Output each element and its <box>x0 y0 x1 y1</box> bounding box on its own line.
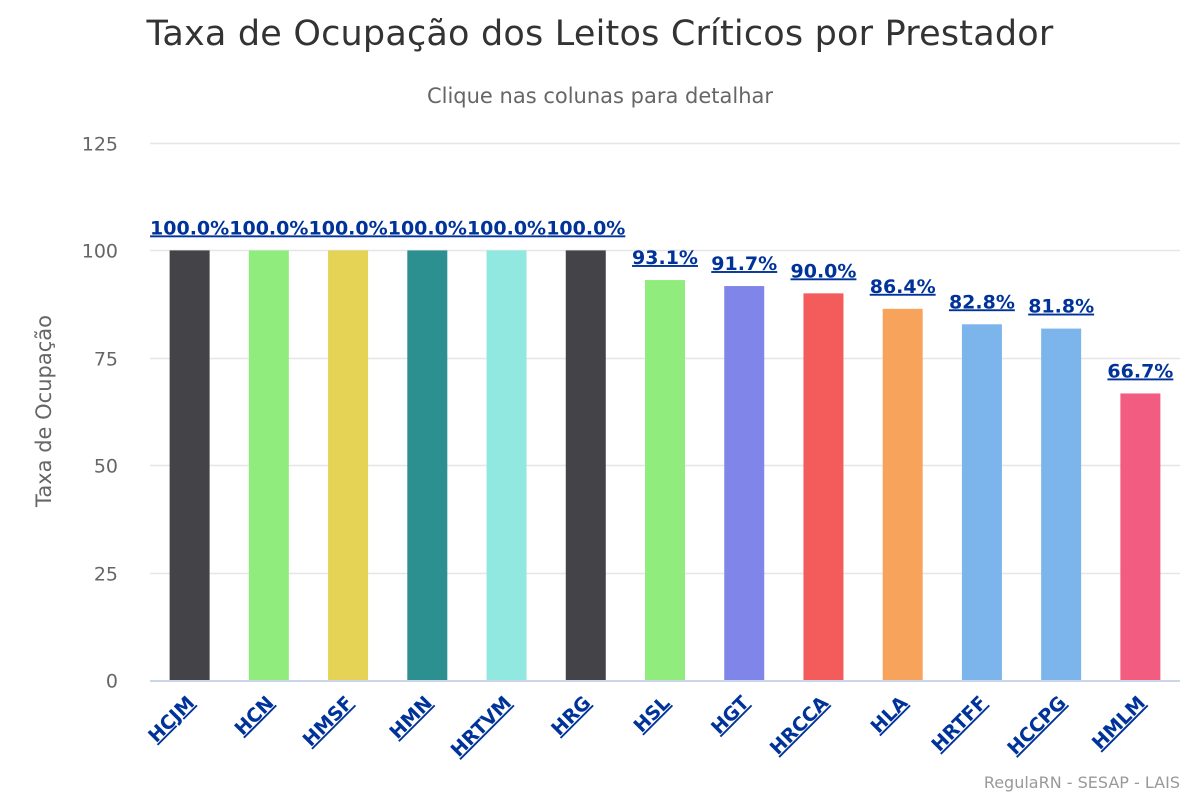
bar-hla[interactable] <box>882 308 923 680</box>
bar-hrg[interactable] <box>565 250 606 680</box>
x-tick-label-hcjm[interactable]: HCJM <box>144 692 199 747</box>
chart-subtitle: Clique nas colunas para detalhar <box>426 84 774 108</box>
x-tick-label-hmn[interactable]: HMN <box>385 692 436 743</box>
x-axis: HCJM HCN HMSF HMN HRTVM HRG HSL HGT HRCCA HLA HRTF… <box>144 680 1180 761</box>
bar-hcjm[interactable] <box>169 250 210 680</box>
data-label[interactable]: 100.0% <box>150 217 229 239</box>
bar-hmn[interactable] <box>407 250 448 680</box>
x-tick-label-hrcca[interactable]: HRCCA <box>766 692 833 759</box>
data-label[interactable]: 91.7% <box>711 253 777 275</box>
y-axis-title: Taxa de Ocupação <box>32 315 56 508</box>
data-label[interactable]: 81.8% <box>1028 296 1094 318</box>
x-tick-label-hrtff[interactable]: HRTFF <box>927 692 991 756</box>
x-tick-label-hsl[interactable]: HSL <box>629 692 674 737</box>
x-tick-label-hrg[interactable]: HRG <box>547 692 595 740</box>
x-tick-label-hmsf[interactable]: HMSF <box>299 692 358 751</box>
chart-title: Taxa de Ocupação dos Leitos Críticos por… <box>146 14 1054 54</box>
bar-hsl[interactable] <box>645 280 685 680</box>
data-label[interactable]: 93.1% <box>632 247 698 269</box>
y-axis: 0 25 50 75 100 125 <box>82 134 118 693</box>
data-label[interactable]: 90.0% <box>791 260 857 282</box>
bar-hmlm[interactable] <box>1120 393 1161 680</box>
data-labels: 100.0% 100.0% 100.0% 100.0% 100.0% 100.0%93.1… <box>150 217 1173 382</box>
y-tick-label: 50 <box>94 456 118 478</box>
bars <box>169 250 1161 680</box>
y-tick-label: 0 <box>106 671 118 693</box>
x-tick-label-hla[interactable]: HLA <box>866 692 912 738</box>
data-label[interactable]: 86.4% <box>870 276 936 298</box>
bar-hrtvm[interactable] <box>486 250 527 680</box>
data-label[interactable]: 100.0% <box>229 217 308 239</box>
x-tick-label-hgt[interactable]: HGT <box>707 692 754 739</box>
data-label[interactable]: 66.7% <box>1107 360 1173 382</box>
bar-hmsf[interactable] <box>328 250 369 680</box>
credits[interactable]: RegulaRN - SESAP - LAIS <box>983 773 1180 792</box>
data-label[interactable]: 100.0% <box>309 217 388 239</box>
bar-hrtff[interactable] <box>961 324 1002 680</box>
data-label[interactable]: 100.0% <box>388 217 467 239</box>
data-label[interactable]: 82.8% <box>949 291 1015 313</box>
bar-hccpg[interactable] <box>1041 328 1082 680</box>
y-tick-label: 100 <box>82 241 118 263</box>
bar-hcn[interactable] <box>248 250 289 680</box>
y-tick-label: 25 <box>94 564 118 586</box>
x-tick-label-hmlm[interactable]: HMLM <box>1088 692 1150 754</box>
y-tick-label: 125 <box>82 134 118 156</box>
x-tick-label-hcn[interactable]: HCN <box>230 692 278 740</box>
x-tick-label-hrtvm[interactable]: HRTVM <box>447 692 516 761</box>
y-tick-label: 75 <box>94 349 118 371</box>
bar-hrcca[interactable] <box>803 293 844 680</box>
x-tick-label-hccpg[interactable]: HCCPG <box>1003 692 1070 759</box>
data-label[interactable]: 100.0% <box>467 217 546 239</box>
bar-hgt[interactable] <box>724 286 765 680</box>
data-label[interactable]: 100.0% <box>546 217 625 239</box>
